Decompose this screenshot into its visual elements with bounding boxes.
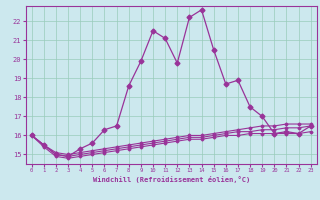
X-axis label: Windchill (Refroidissement éolien,°C): Windchill (Refroidissement éolien,°C) [92,176,250,183]
